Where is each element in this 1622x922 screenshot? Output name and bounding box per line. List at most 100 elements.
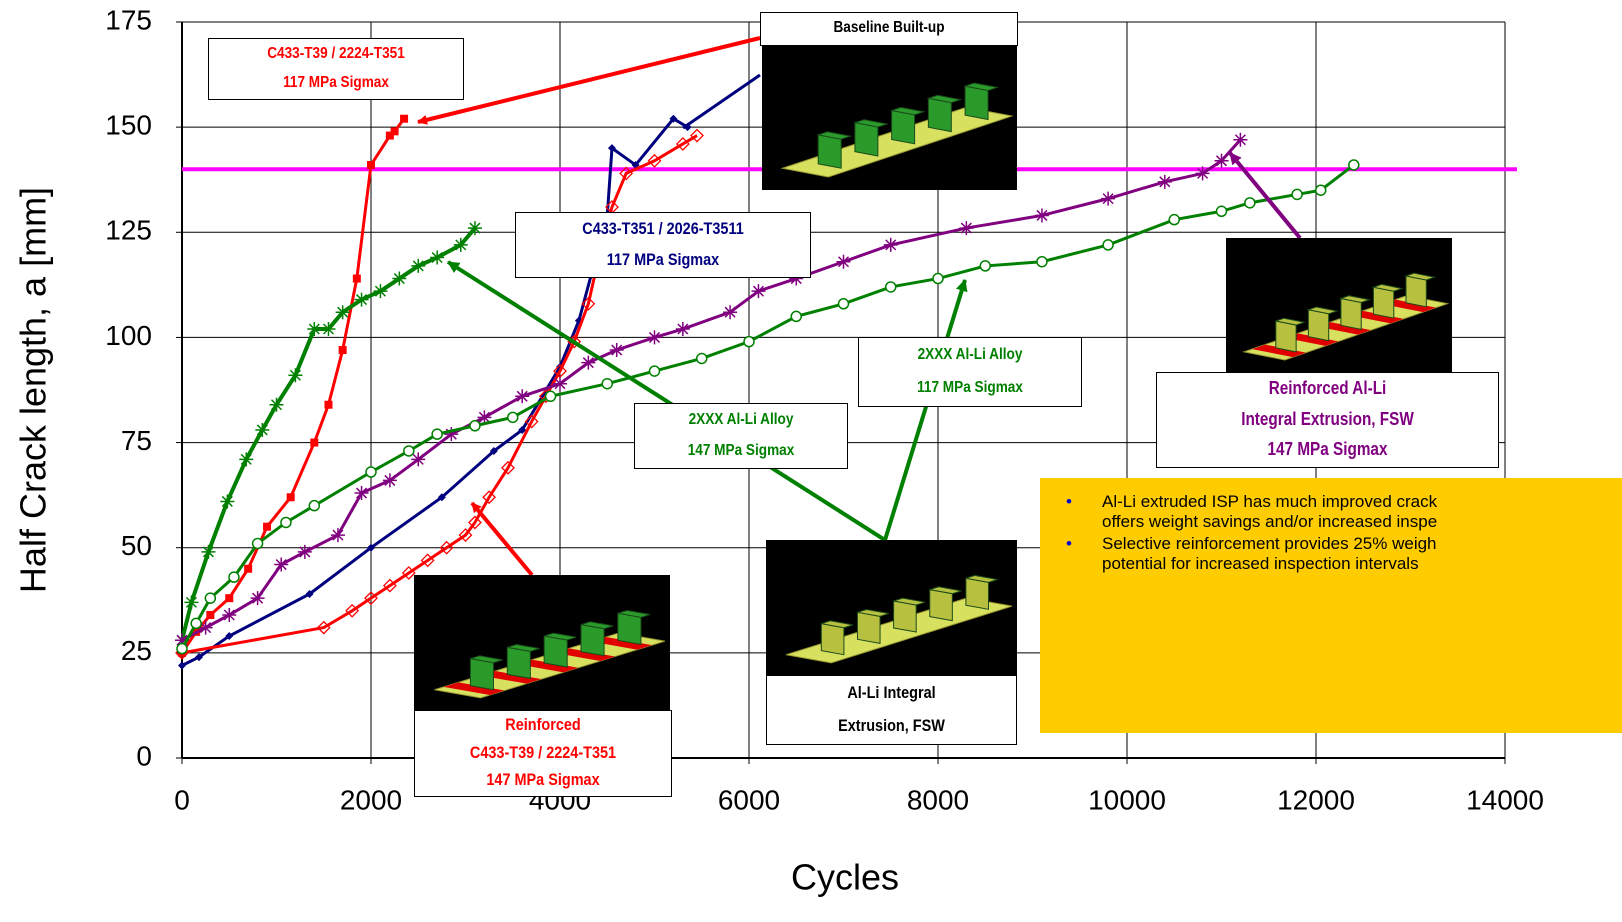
stiffener — [1340, 297, 1362, 330]
stiffener — [543, 635, 568, 668]
pictures — [414, 45, 1452, 710]
data-point — [1291, 188, 1303, 201]
stiffener — [854, 122, 879, 157]
data-point — [390, 127, 399, 136]
data-point — [1036, 255, 1048, 268]
y-tick-label: 50 — [121, 530, 152, 561]
data-point — [288, 368, 303, 383]
x-axis-title: Cycles — [791, 857, 899, 898]
annotation: C433-T351 / 2026-T3511 117 MPa Sigmax — [515, 212, 811, 278]
annotation-line: 147 MPa Sigmax — [486, 770, 600, 790]
data-point — [401, 566, 416, 580]
data-point — [176, 642, 188, 655]
annotation-line: 117 MPa Sigmax — [606, 250, 720, 269]
data-point — [609, 343, 624, 358]
bullet-line: offers weight savings and/or increased i… — [1102, 512, 1438, 531]
data-point — [201, 544, 216, 559]
reinforcement — [554, 648, 616, 661]
stiffener-top — [1404, 272, 1437, 281]
x-tick-label: 10000 — [1088, 784, 1166, 815]
data-point — [477, 410, 492, 425]
data-point — [1215, 205, 1228, 218]
stiffener-top — [965, 574, 998, 583]
data-point — [228, 571, 240, 583]
data-point — [524, 414, 539, 429]
reinforcement — [1284, 333, 1339, 346]
data-point — [400, 114, 409, 123]
data-point — [385, 131, 394, 140]
data-point — [518, 425, 527, 434]
data-point — [1195, 166, 1210, 181]
x-tick-label: 2000 — [340, 784, 402, 815]
annotation-line: 117 MPa Sigmax — [917, 379, 1023, 396]
data-point — [444, 427, 459, 442]
stiffener-top — [544, 632, 577, 641]
data-point — [367, 160, 375, 169]
stiffener-top — [1306, 306, 1339, 315]
data-point — [669, 114, 678, 123]
data-point — [515, 389, 530, 404]
data-point — [250, 591, 265, 606]
arrow — [883, 279, 968, 541]
stiffener — [927, 97, 952, 133]
data-point — [439, 540, 454, 555]
stiffener — [1372, 286, 1395, 319]
data-point — [885, 281, 897, 293]
data-point — [251, 537, 264, 550]
stiffener-top — [929, 586, 962, 595]
arrow — [682, 73, 761, 130]
data-point — [601, 377, 613, 390]
data-point — [364, 591, 378, 606]
data-point — [225, 632, 234, 641]
stiffener — [1405, 275, 1427, 308]
data-point — [1214, 153, 1229, 168]
annotation-line: C433-T39 / 2224-T351 — [469, 742, 617, 762]
data-point — [175, 633, 189, 648]
data-point — [244, 564, 253, 573]
data-point — [263, 522, 272, 531]
data-point — [437, 493, 446, 502]
y-tick-label: 125 — [105, 215, 152, 246]
data-point — [255, 422, 270, 437]
data-point — [469, 419, 481, 432]
stiffener — [617, 612, 642, 645]
data-point — [324, 400, 333, 409]
data-point — [453, 237, 468, 252]
annotation-line: 147 MPa Sigmax — [687, 442, 795, 459]
data-point — [979, 260, 991, 272]
annotation-line: Extrusion, FSW — [838, 716, 945, 735]
y-tick-label: 100 — [105, 320, 152, 351]
data-point — [544, 390, 557, 403]
data-point — [837, 298, 850, 310]
data-point — [836, 254, 851, 269]
data-point — [269, 397, 284, 412]
data-point — [1157, 174, 1172, 189]
data-point — [335, 305, 350, 320]
stiffener — [965, 577, 989, 610]
reinforcement — [517, 659, 579, 673]
stiffener — [580, 624, 605, 657]
annotation-line: C433-T351 / 2026-T3511 — [582, 219, 744, 238]
reinforcement — [1382, 299, 1437, 313]
arrows — [417, 36, 1302, 577]
stiffener — [1275, 320, 1297, 353]
series-line — [181, 134, 698, 655]
stiffener-top — [816, 131, 853, 140]
annotation-line: Al-Li Integral — [847, 683, 936, 702]
x-tick-label: 14000 — [1466, 784, 1544, 815]
data-point — [367, 543, 375, 552]
stiffener-top — [470, 655, 503, 664]
data-point — [675, 322, 690, 337]
stiffener — [506, 646, 531, 679]
annotation-line: 117 MPa Sigmax — [283, 74, 389, 91]
data-point — [458, 528, 473, 543]
stiffener — [856, 611, 881, 644]
stiffener-top — [580, 621, 614, 630]
data-point — [883, 237, 898, 252]
data-point — [352, 274, 361, 283]
bullet-line: potential for increased inspection inter… — [1102, 554, 1419, 573]
data-point — [619, 166, 634, 181]
data-point — [382, 473, 397, 488]
